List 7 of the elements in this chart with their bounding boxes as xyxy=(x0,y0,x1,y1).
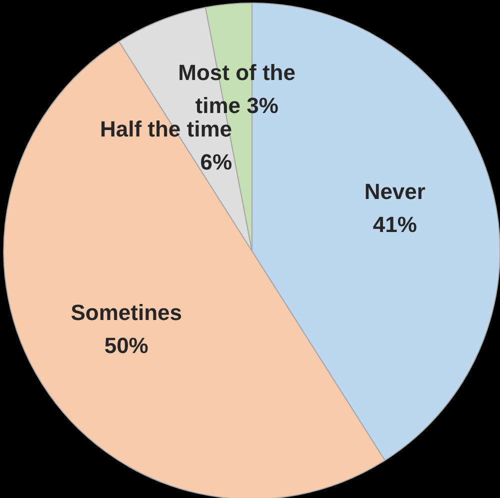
slice-label: Most of the time 3% xyxy=(178,60,296,118)
slice-label: Sometines xyxy=(70,300,182,326)
data-label: 6% xyxy=(200,150,232,175)
slice-label: Never xyxy=(364,178,426,204)
data-label: 41% xyxy=(372,212,417,237)
data-label: 50% xyxy=(104,333,148,358)
slice-label: Half the time xyxy=(100,116,232,142)
